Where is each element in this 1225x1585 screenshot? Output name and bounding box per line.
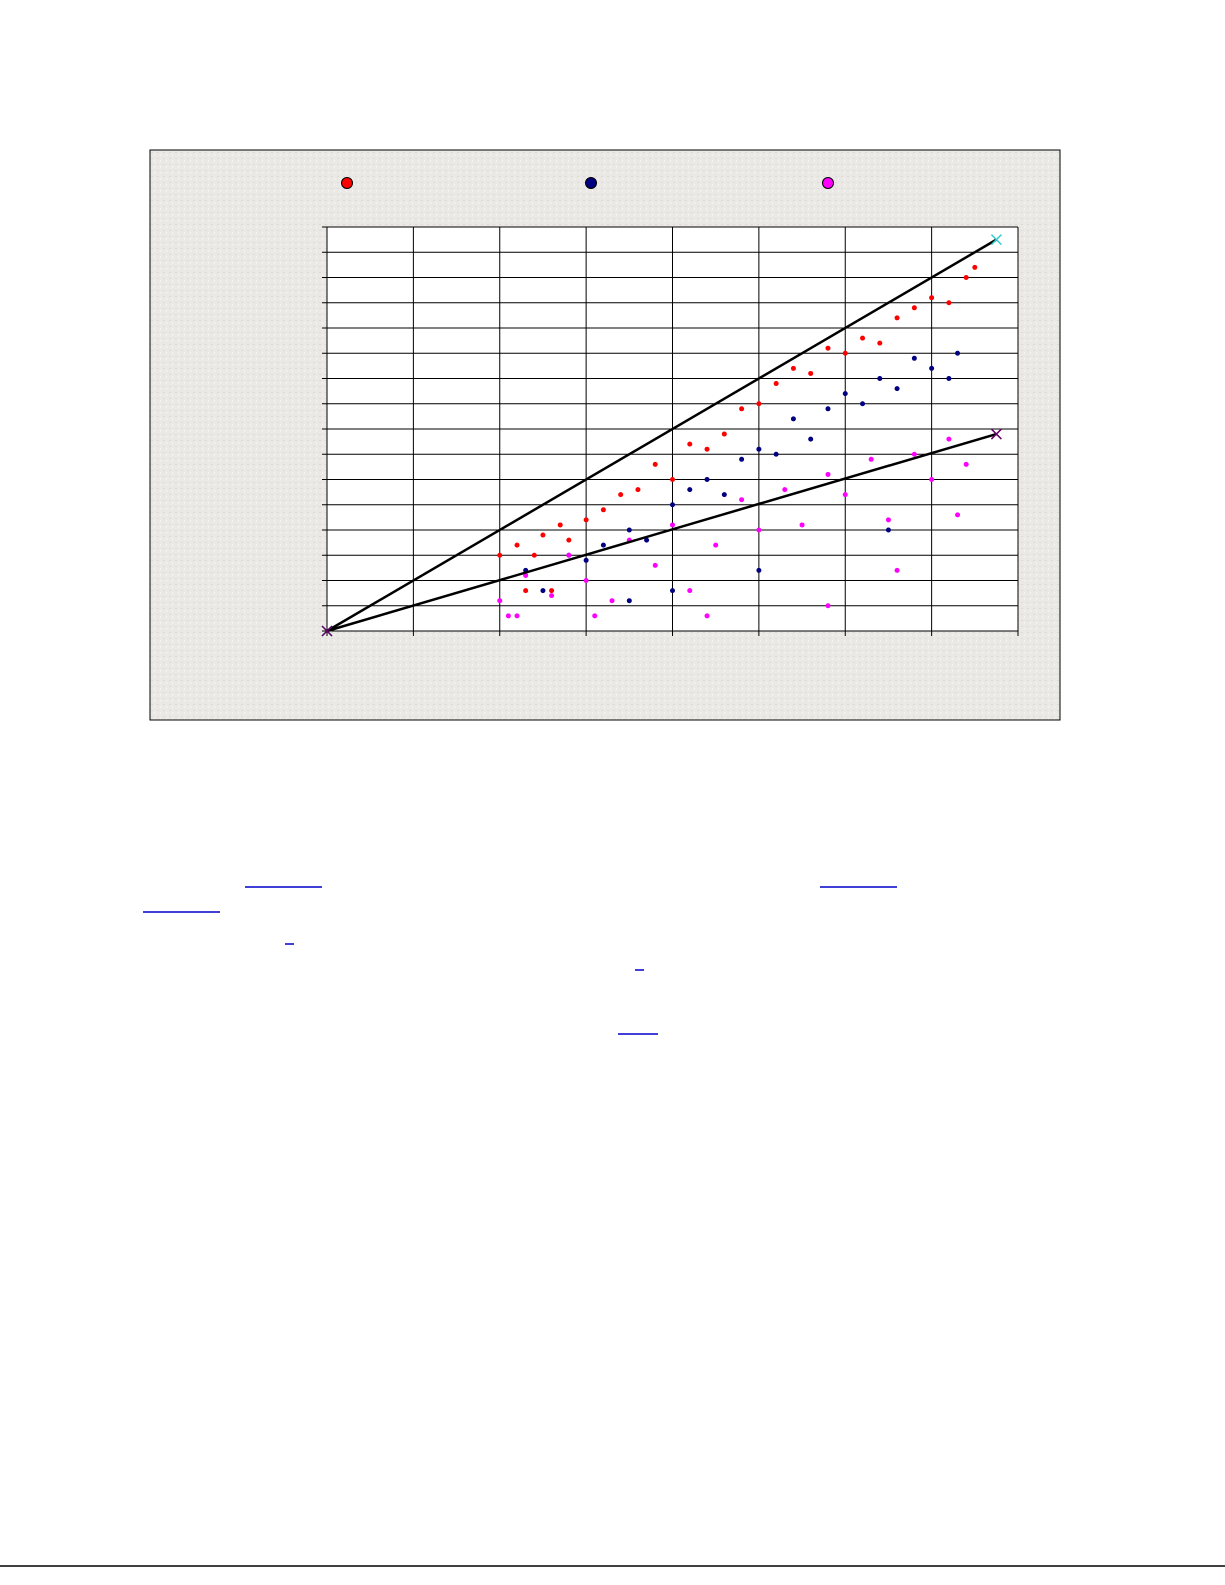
point — [946, 300, 952, 306]
point — [704, 613, 710, 619]
point — [825, 603, 831, 609]
point — [756, 446, 762, 452]
point — [583, 517, 589, 523]
point — [911, 451, 917, 457]
point — [497, 552, 503, 558]
point — [635, 487, 641, 493]
point — [687, 441, 693, 447]
point — [497, 598, 503, 604]
point — [505, 613, 511, 619]
point — [704, 477, 710, 482]
point — [955, 512, 961, 518]
point — [894, 386, 900, 392]
point — [618, 492, 624, 498]
point — [842, 391, 848, 397]
point — [756, 567, 762, 573]
point — [946, 376, 952, 381]
point — [540, 588, 546, 594]
point — [704, 446, 710, 452]
point — [670, 502, 675, 508]
legend-marker — [585, 177, 597, 189]
end-marker — [990, 428, 1002, 440]
point — [531, 552, 537, 558]
point — [929, 365, 935, 371]
point — [782, 487, 788, 493]
point — [600, 542, 606, 548]
point — [739, 406, 745, 412]
point — [670, 522, 675, 528]
point — [790, 365, 796, 371]
point — [860, 401, 866, 407]
point — [808, 436, 814, 442]
point — [773, 451, 779, 457]
point — [929, 477, 935, 482]
point — [773, 381, 779, 387]
point — [644, 537, 650, 543]
reference-line — [326, 238, 998, 633]
point — [557, 522, 563, 528]
origin-marker — [321, 625, 333, 637]
point — [808, 370, 814, 376]
point — [713, 542, 719, 548]
point — [799, 522, 805, 528]
point — [540, 532, 546, 538]
point — [566, 537, 572, 543]
point — [549, 588, 555, 594]
point — [825, 471, 831, 477]
point — [756, 527, 762, 533]
point — [739, 497, 745, 503]
point — [687, 487, 693, 493]
point — [721, 431, 727, 437]
point — [842, 350, 848, 356]
point — [600, 507, 606, 513]
legend-marker — [341, 177, 353, 189]
link-underlines — [143, 886, 897, 1035]
point — [566, 552, 572, 558]
point — [652, 562, 658, 568]
point — [877, 376, 883, 381]
point — [514, 613, 520, 619]
end-marker — [990, 234, 1002, 246]
point — [885, 527, 891, 533]
point — [514, 542, 520, 548]
point — [652, 461, 658, 467]
point — [790, 416, 796, 422]
point — [592, 613, 598, 619]
point — [756, 401, 762, 407]
point — [885, 517, 891, 523]
point — [929, 295, 935, 301]
point — [739, 456, 745, 462]
point — [583, 557, 589, 563]
point — [963, 275, 969, 280]
legend-marker — [822, 177, 834, 189]
point — [670, 477, 675, 482]
point — [549, 593, 555, 599]
point — [626, 527, 632, 533]
reference-line — [326, 432, 997, 633]
point — [894, 315, 900, 321]
point — [860, 335, 866, 341]
point — [825, 345, 831, 351]
point — [955, 350, 961, 356]
point — [626, 598, 632, 604]
point — [877, 340, 883, 346]
point — [687, 588, 693, 594]
point — [670, 588, 675, 594]
point — [911, 355, 917, 361]
point — [963, 461, 969, 467]
point — [842, 492, 848, 498]
point — [583, 578, 589, 583]
point — [721, 492, 727, 498]
point — [868, 456, 874, 462]
point — [946, 436, 952, 442]
point — [609, 598, 615, 604]
point — [825, 406, 831, 412]
point — [911, 305, 917, 311]
point — [894, 567, 900, 573]
point — [972, 264, 978, 270]
point — [523, 588, 529, 594]
